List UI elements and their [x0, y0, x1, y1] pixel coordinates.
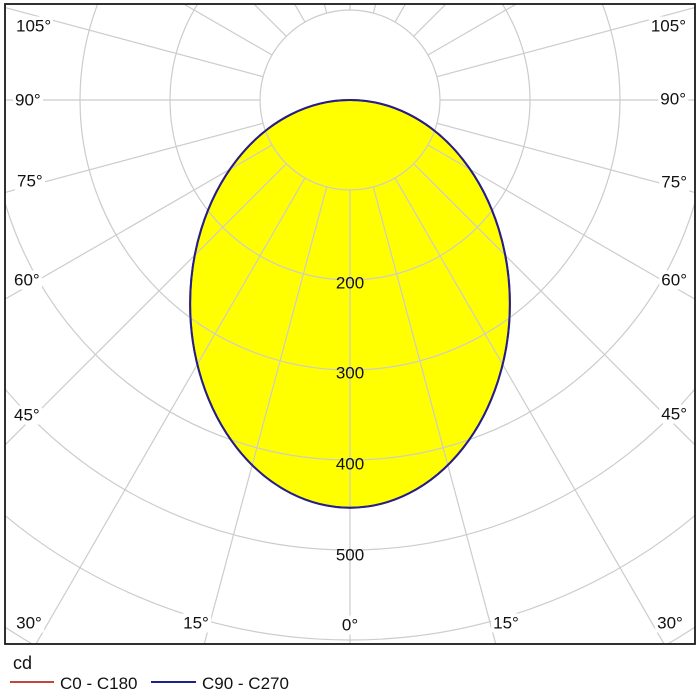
ring-value-label: 300 [335, 363, 365, 383]
angle-label: 75° [659, 172, 689, 192]
angle-label: 15° [181, 613, 211, 633]
angle-label: 0° [339, 615, 361, 635]
plot-border [4, 3, 696, 645]
angle-label: 90° [658, 89, 688, 109]
angle-label: 60° [12, 270, 42, 290]
ring-value-label: 400 [335, 454, 365, 474]
angle-label: 105° [648, 16, 688, 36]
legend-unit-label: cd [13, 653, 33, 673]
angle-label: 30° [14, 613, 44, 633]
legend-label-c0-c180: C0 - C180 [60, 674, 138, 693]
legend-label-c90-c270: C90 - C270 [202, 674, 289, 693]
angle-label: 90° [13, 90, 43, 110]
legend-line-c0-c180 [10, 681, 54, 683]
angle-label: 30° [655, 613, 685, 633]
legend-line-c90-c270 [151, 681, 196, 683]
ring-value-label: 200 [335, 273, 365, 293]
ring-value-label: 500 [335, 545, 365, 565]
angle-label: 105° [14, 16, 54, 36]
angle-label: 75° [15, 171, 45, 191]
angle-label: 60° [659, 270, 689, 290]
lobe-outline-c90 [189, 99, 511, 509]
angle-label: 45° [659, 404, 689, 424]
angle-label: 45° [12, 405, 42, 425]
angle-label: 15° [491, 613, 521, 633]
